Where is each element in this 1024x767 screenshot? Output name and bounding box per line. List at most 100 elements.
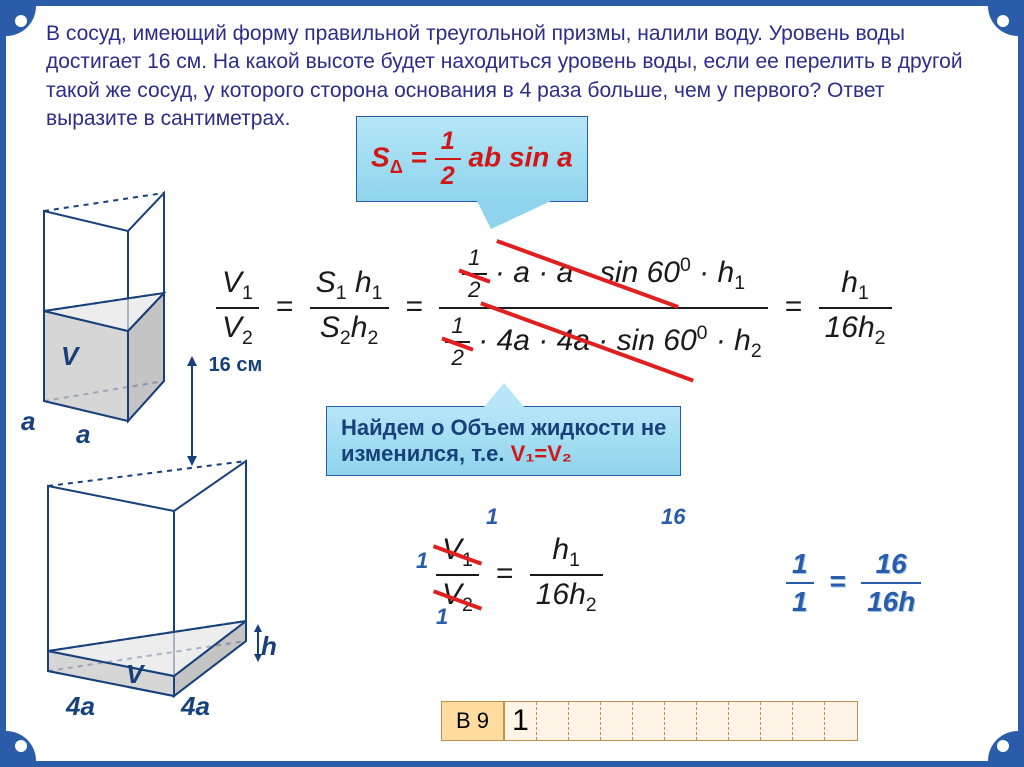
den: 2 (435, 160, 461, 193)
label-4a-bottom: 4a (181, 691, 210, 722)
answer-cell (537, 702, 569, 740)
h1c: h (552, 533, 569, 566)
S1: S (316, 266, 336, 299)
h1r: h (841, 266, 858, 299)
dim-16cm: 16 см (181, 356, 262, 466)
slide-frame: В сосуд, имеющий форму правильной треуго… (0, 0, 1024, 767)
c2line2a: изменился, т.е. (341, 441, 511, 466)
h1sub: 1 (372, 282, 383, 304)
label-V2: V (126, 659, 143, 690)
formula-delta: Δ (390, 157, 403, 177)
den: 2 (445, 343, 470, 373)
h1csub: 1 (569, 549, 580, 571)
answer-box: В 9 1 (441, 701, 858, 741)
rdenh: h (898, 586, 915, 617)
den: 2 (462, 275, 487, 305)
callout-volume-unchanged: Найдем о Объем жидкости не изменился, т.… (326, 406, 681, 476)
lnum: 1 (786, 546, 814, 584)
deg: 0 (680, 254, 691, 276)
frac-simplified: h1 16h2 (819, 264, 892, 352)
note-1-left-a: 1 (416, 548, 428, 574)
lden: 1 (786, 584, 814, 620)
s2sub: 2 (340, 327, 351, 349)
num: 1 (445, 311, 470, 343)
sub1b: 1 (462, 549, 473, 571)
half-bot: 1 2 (445, 311, 470, 373)
answer-cell (761, 702, 793, 740)
h2rsub: 2 (875, 327, 886, 349)
answer-cell (601, 702, 633, 740)
dim-text: 16 см (209, 354, 263, 376)
corner-tl (6, 6, 36, 36)
answer-label: В 9 (441, 701, 504, 741)
answer-cell (697, 702, 729, 740)
sub2b: 2 (462, 594, 473, 616)
note-16-top: 16 (661, 504, 685, 530)
S2: S (320, 311, 340, 344)
answer-cell (793, 702, 825, 740)
a-top: · a · a · sin 60 (495, 256, 680, 289)
sub2: 2 (242, 327, 253, 349)
prism-small: V a a (26, 211, 176, 451)
h1: h (347, 266, 372, 299)
half-fraction: 1 2 (435, 125, 461, 193)
h2csub: 2 (586, 594, 597, 616)
den16h: 16h (825, 311, 875, 344)
answer-cells: 1 (504, 701, 858, 741)
h2bsub: 2 (751, 340, 762, 362)
h1rsub: 1 (858, 282, 869, 304)
frac-expanded: 1 2 · a · a · sin 600 · h1 1 2 · 4a · 4a… (439, 241, 767, 375)
formula-S: S (371, 141, 390, 172)
num: 1 (462, 243, 487, 275)
corner-bl (6, 731, 36, 761)
rnum: 16 (861, 546, 921, 584)
note-1-left-b: 1 (436, 604, 448, 630)
rhs: ab sin a (468, 141, 572, 172)
eq: = (411, 141, 435, 172)
answer-cell (729, 702, 761, 740)
frac-S1h1-S2h2: S1 h1 S2h2 (310, 264, 389, 352)
c2line1: Найдем о Объем жидкости не (341, 415, 666, 440)
corner-tr (988, 6, 1018, 36)
eq: = (829, 565, 845, 596)
answer-cell: 1 (505, 702, 537, 740)
frac-16-16h: 16 16h (861, 546, 921, 620)
formula-lower: V1 V2 = h1 16h2 (436, 531, 603, 619)
callout-pointer (477, 201, 551, 229)
corner-br (988, 731, 1018, 761)
h1t: · h (699, 256, 734, 289)
a-bot: · 4a · 4a · sin 60 (478, 324, 696, 357)
num: 1 (435, 125, 461, 160)
den16h2: 16h (536, 578, 586, 611)
h2: h (351, 311, 368, 344)
label-V1: V (61, 341, 78, 372)
callout2-pointer (484, 383, 524, 407)
half-top: 1 2 (462, 243, 487, 305)
answer-cell (569, 702, 601, 740)
c2line2b: V₁=V₂ (511, 441, 572, 466)
deg2: 0 (697, 322, 708, 344)
answer-cell (633, 702, 665, 740)
answer-cell (665, 702, 697, 740)
h2sub: 2 (367, 327, 378, 349)
frac-1-1: 1 1 (786, 546, 814, 620)
formula-volume-ratio: V1 V2 = S1 h1 S2h2 = 1 2 · a · a · sin 6… (216, 241, 892, 375)
prism-large: V 4a 4a h (26, 491, 266, 716)
h2b: · h (716, 324, 751, 357)
frac-V1V2: V1 V2 (216, 264, 259, 352)
rden16: 16 (867, 586, 898, 617)
s1sub: 1 (336, 282, 347, 304)
label-a-left1: a (21, 406, 35, 437)
frac-h1-16h2: h1 16h2 (530, 531, 603, 619)
formula-callout-triangle-area: SΔ = 1 2 ab sin a (356, 116, 588, 202)
note-1-top: 1 (486, 504, 498, 530)
V1: V (222, 266, 242, 299)
answer-cell (825, 702, 857, 740)
sub1: 1 (242, 282, 253, 304)
V2: V (222, 311, 242, 344)
h1tsub: 1 (734, 272, 745, 294)
formula-blue-equality: 1 1 = 16 16h (786, 546, 921, 620)
V1b: V (442, 533, 462, 566)
label-a-bottom1: a (76, 419, 90, 450)
label-4a-left: 4a (66, 691, 95, 722)
